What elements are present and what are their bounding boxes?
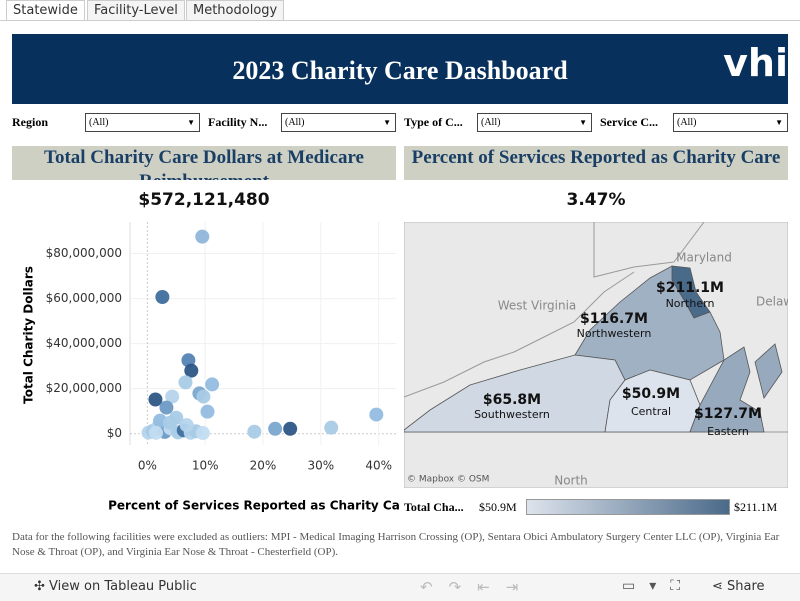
point bbox=[369, 407, 384, 422]
filter-dropdown[interactable]: (All) bbox=[673, 113, 788, 132]
y-tick-label: $40,000,000 bbox=[46, 336, 122, 350]
region-value: $211.1M bbox=[656, 280, 724, 296]
kpi: 3.47% bbox=[566, 190, 626, 210]
point bbox=[155, 290, 170, 305]
place-label: Maryland bbox=[676, 251, 732, 265]
point bbox=[159, 400, 174, 415]
filter-label: Type of C... bbox=[404, 115, 463, 129]
undo-redo[interactable]: ↶↷⇤⇥ bbox=[420, 578, 535, 596]
place-label: West Virginia bbox=[498, 299, 577, 313]
point bbox=[148, 392, 163, 407]
map: Maryland West Virginia Delaw North © Mapbox … bbox=[404, 222, 788, 488]
view-text: View on Tableau Public bbox=[49, 579, 197, 594]
share-text: Share bbox=[727, 579, 765, 594]
filter-label: Facility N... bbox=[208, 115, 268, 129]
point bbox=[179, 418, 194, 433]
place-label: North bbox=[554, 474, 588, 488]
point bbox=[268, 421, 283, 436]
region-value: $50.9M bbox=[622, 386, 680, 402]
region-value: $127.7M bbox=[694, 406, 762, 422]
footnote: Data for the following facilities were e… bbox=[12, 531, 780, 558]
x-tick-label: 40% bbox=[365, 459, 392, 473]
point bbox=[283, 421, 298, 436]
point bbox=[162, 415, 177, 430]
region bbox=[689, 343, 783, 433]
share-link[interactable]: ⋖ Share bbox=[712, 579, 765, 594]
point bbox=[195, 426, 210, 441]
region-value: $116.7M bbox=[580, 311, 648, 327]
state-border bbox=[404, 271, 635, 398]
point bbox=[165, 389, 180, 404]
filter-dropdown[interactable]: (All) bbox=[85, 113, 200, 132]
x-tick-label: 10% bbox=[192, 459, 219, 473]
point bbox=[205, 377, 220, 392]
tab[interactable]: Statewide bbox=[6, 0, 85, 21]
legend-min: $50.9M bbox=[479, 500, 517, 514]
y-axis-title: Total Charity Dollars bbox=[22, 266, 36, 404]
legend-max: $211.1M bbox=[734, 500, 778, 514]
logo: vhi bbox=[723, 41, 788, 85]
region-name: Southwestern bbox=[474, 408, 550, 421]
tab-rule bbox=[0, 20, 800, 21]
y-tick-label: $20,000,000 bbox=[46, 381, 122, 395]
region-value: $65.8M bbox=[483, 392, 541, 408]
header: 2023 Charity Care Dashboard vhi bbox=[12, 34, 788, 104]
point bbox=[184, 363, 199, 378]
point bbox=[200, 404, 215, 419]
y-tick-label: $60,000,000 bbox=[46, 291, 122, 305]
attribution: © Mapbox © OSM bbox=[407, 475, 489, 485]
region-name: Central bbox=[631, 405, 671, 418]
region bbox=[404, 354, 626, 433]
filter-dropdown[interactable]: (All) bbox=[477, 113, 592, 132]
toolbar: ✣ View on Tableau Public ↶↷⇤⇥ ▭▾⛶ ⋖ Shar… bbox=[0, 573, 800, 601]
panel-title: Total Charity Care Dollars at Medicare R… bbox=[12, 146, 396, 180]
y-tick-label: $80,000,000 bbox=[46, 246, 122, 260]
tab[interactable]: Facility-Level bbox=[87, 0, 185, 21]
x-axis-title: Percent of Services Reported as Charity … bbox=[108, 499, 400, 513]
region-name: Northwestern bbox=[577, 327, 652, 340]
point bbox=[324, 420, 339, 435]
tools[interactable]: ▭▾⛶ bbox=[622, 578, 695, 594]
x-tick-label: 20% bbox=[250, 459, 277, 473]
filter-label: Region bbox=[12, 115, 48, 129]
legend-gradient bbox=[526, 499, 730, 515]
x-tick-label: 0% bbox=[138, 459, 157, 473]
point bbox=[196, 389, 211, 404]
region-name: Eastern bbox=[707, 425, 749, 438]
y-tick-label: $0 bbox=[107, 426, 122, 440]
place-label: Delaw bbox=[756, 295, 788, 309]
view-link[interactable]: ✣ View on Tableau Public bbox=[34, 579, 197, 594]
point bbox=[247, 424, 262, 439]
legend-title: Total Cha... bbox=[404, 500, 464, 514]
tab[interactable]: Methodology bbox=[186, 0, 285, 21]
filter-dropdown[interactable]: (All) bbox=[281, 113, 396, 132]
point bbox=[178, 375, 193, 390]
point bbox=[195, 229, 210, 244]
x-tick-label: 30% bbox=[307, 459, 334, 473]
kpi: $572,121,480 bbox=[138, 190, 270, 210]
point bbox=[149, 425, 164, 440]
scatter-chart: Total Charity Dollars Percent of Service… bbox=[22, 222, 400, 513]
filter-label: Service C... bbox=[600, 115, 658, 129]
dashboard-title: 2023 Charity Care Dashboard bbox=[232, 56, 568, 85]
state-border bbox=[593, 222, 705, 278]
region-name: Northern bbox=[666, 297, 715, 310]
panel-title: Percent of Services Reported as Charity … bbox=[404, 146, 788, 180]
